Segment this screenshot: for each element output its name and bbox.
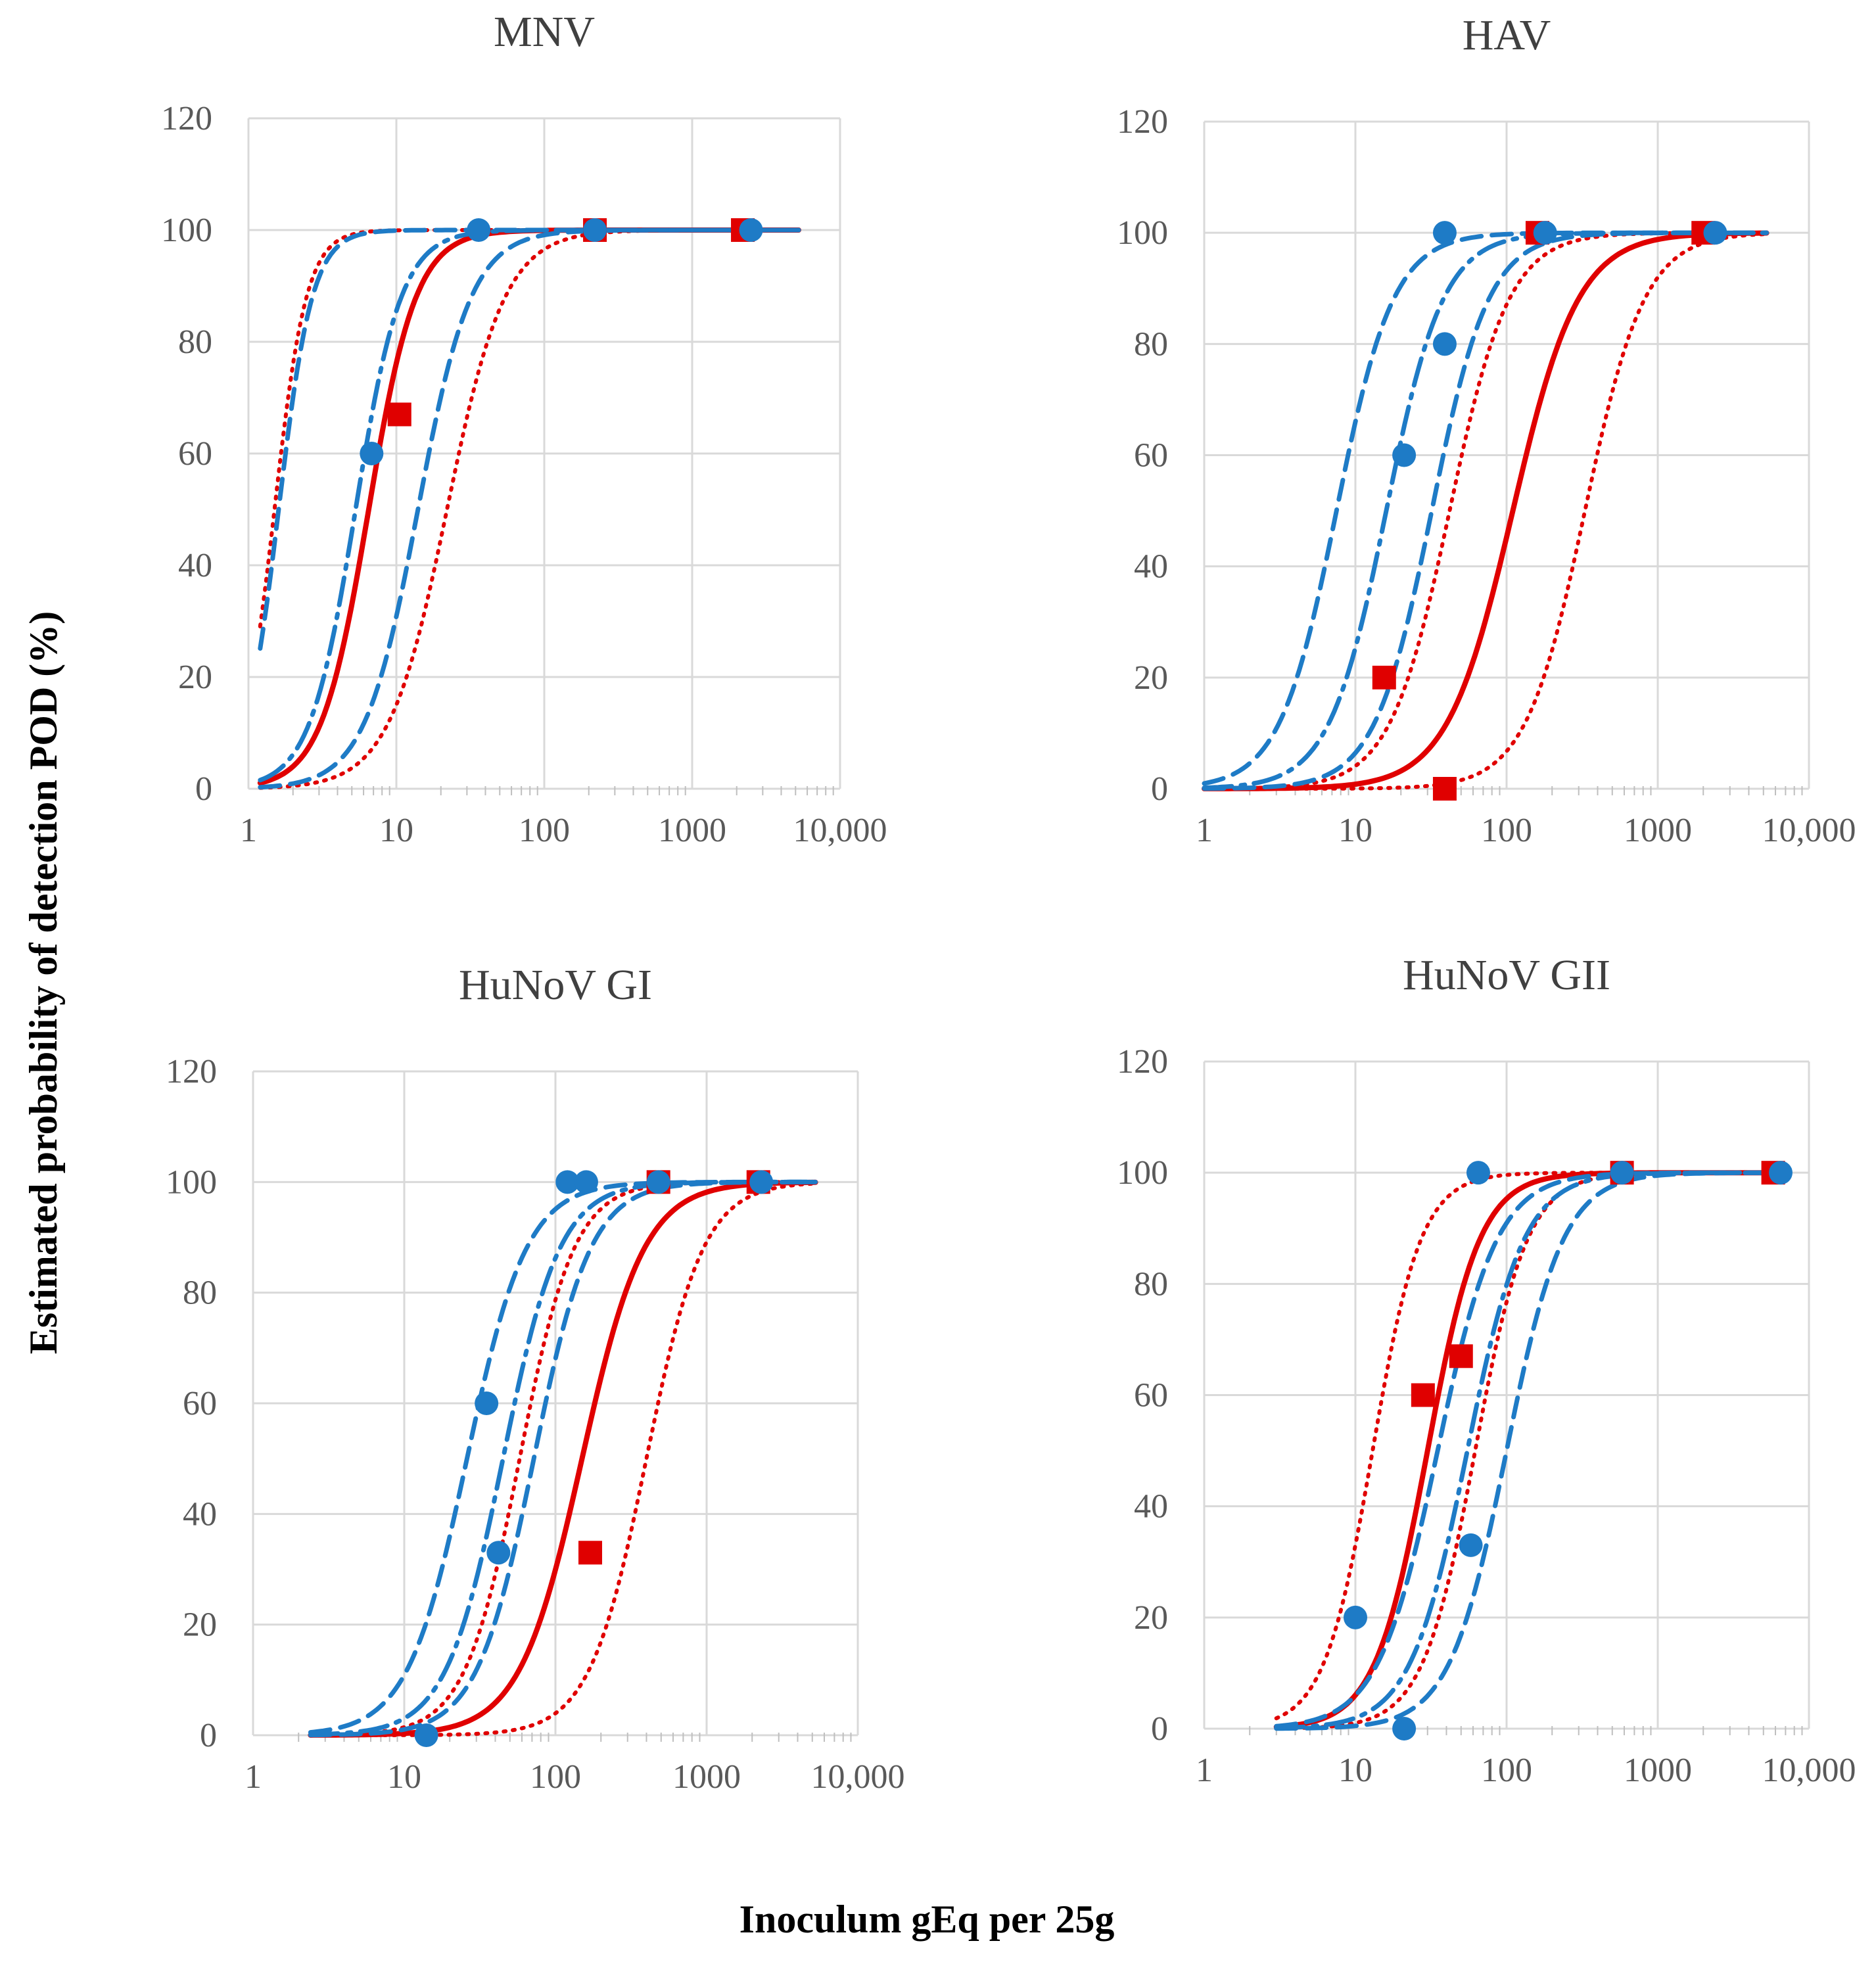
y-tick-label: 40: [178, 547, 212, 584]
series-red-lower-bound: [1274, 1171, 1769, 1731]
x-axis-label: Inoculum gEq per 25g: [739, 1898, 1115, 1941]
y-tick-label: 100: [166, 1163, 217, 1201]
x-tick-label: 10,000: [811, 1758, 905, 1796]
y-tick-label: 120: [1117, 1043, 1168, 1081]
data-point-circle: [1610, 1161, 1634, 1185]
series-blue-fit: [1202, 230, 1770, 791]
data-point-circle: [475, 1391, 499, 1415]
data-point-square: [1432, 777, 1457, 801]
y-tick-label: 40: [1134, 1488, 1168, 1526]
x-tick-label: 1000: [658, 812, 726, 849]
x-tick-label: 10: [1338, 812, 1372, 849]
y-tick-label: 60: [183, 1385, 217, 1422]
x-tick-label: 10: [379, 812, 413, 849]
data-point-circle: [1392, 443, 1417, 467]
y-tick-label: 80: [1134, 1265, 1168, 1303]
x-tick-label: 1000: [1624, 812, 1692, 849]
x-tick-label: 100: [1481, 1752, 1532, 1789]
data-point-circle: [1432, 332, 1457, 356]
y-tick-label: 60: [1134, 437, 1168, 475]
x-tick-label: 10,000: [793, 812, 887, 849]
data-point-circle: [1703, 221, 1727, 245]
data-point-circle: [574, 1170, 598, 1194]
data-point-square: [1411, 1383, 1435, 1407]
x-tick-label: 1000: [672, 1758, 741, 1796]
data-point-circle: [1432, 221, 1457, 245]
y-tick-label: 80: [1134, 325, 1168, 363]
data-point-circle: [1466, 1161, 1490, 1185]
data-point-circle: [486, 1541, 511, 1565]
x-tick-label: 1: [240, 812, 257, 849]
data-point-square: [387, 402, 411, 427]
x-tick-label: 100: [519, 812, 570, 849]
y-tick-label: 0: [1151, 770, 1168, 808]
y-tick-label: 100: [1117, 214, 1168, 252]
x-tick-label: 10: [387, 1758, 421, 1796]
y-tick-label: 120: [166, 1053, 217, 1090]
data-point-circle: [646, 1170, 670, 1194]
y-axis-label: Estimated probability of detection POD (…: [22, 611, 65, 1354]
y-tick-label: 20: [178, 659, 212, 696]
chart-title: HAV: [1463, 11, 1551, 59]
data-point-circle: [414, 1723, 438, 1747]
x-tick-label: 10,000: [1762, 812, 1856, 849]
series-blue-lower-bound: [1274, 1170, 1770, 1731]
data-point-circle: [1533, 221, 1557, 245]
y-tick-label: 120: [1117, 103, 1168, 141]
y-tick-label: 0: [195, 770, 212, 808]
series-red-lower-bound: [308, 1181, 818, 1737]
y-tick-label: 120: [161, 100, 212, 137]
x-tick-label: 1: [245, 1758, 262, 1796]
data-point-circle: [1344, 1605, 1367, 1629]
series-red-lower-bound: [1202, 232, 1769, 791]
y-tick-label: 100: [1117, 1154, 1168, 1192]
y-tick-label: 60: [178, 435, 212, 473]
series-blue-upper-bound: [1274, 1170, 1770, 1729]
series-blue-upper-bound: [258, 227, 801, 651]
chart-title: MNV: [494, 8, 595, 56]
x-tick-label: 1: [1196, 812, 1213, 849]
data-point-square: [1372, 665, 1396, 689]
x-tick-label: 10: [1338, 1752, 1372, 1789]
chart-title: HuNoV GI: [459, 961, 652, 1009]
data-point-circle: [1768, 1161, 1793, 1185]
y-tick-label: 100: [161, 212, 212, 249]
data-point-circle: [739, 218, 763, 242]
y-tick-label: 20: [1134, 1599, 1168, 1637]
y-tick-label: 20: [1134, 659, 1168, 697]
data-point-square: [1449, 1344, 1473, 1368]
y-tick-label: 40: [183, 1495, 217, 1533]
data-point-circle: [467, 218, 491, 242]
data-point-circle: [1459, 1533, 1483, 1557]
y-tick-label: 0: [1151, 1710, 1168, 1748]
data-point-circle: [749, 1170, 774, 1194]
x-tick-label: 100: [1481, 812, 1532, 849]
chart-title: HuNoV GII: [1403, 951, 1610, 999]
x-tick-label: 10,000: [1762, 1752, 1856, 1789]
data-point-circle: [583, 218, 607, 242]
y-tick-label: 0: [200, 1717, 217, 1754]
x-tick-label: 1: [1196, 1752, 1213, 1789]
y-tick-label: 80: [183, 1274, 217, 1312]
data-point-circle: [1392, 1717, 1417, 1740]
series-blue-fit: [308, 1179, 818, 1737]
y-tick-label: 40: [1134, 548, 1168, 586]
data-point-circle: [360, 442, 384, 465]
y-tick-label: 60: [1134, 1377, 1168, 1414]
y-tick-label: 20: [183, 1606, 217, 1644]
y-tick-label: 80: [178, 323, 212, 361]
series-blue-upper-bound: [308, 1179, 818, 1735]
x-tick-label: 1000: [1624, 1752, 1692, 1789]
x-tick-label: 100: [530, 1758, 581, 1796]
series-blue-upper-bound: [1202, 230, 1770, 786]
data-point-square: [578, 1541, 603, 1565]
data-point-circle: [555, 1170, 580, 1194]
